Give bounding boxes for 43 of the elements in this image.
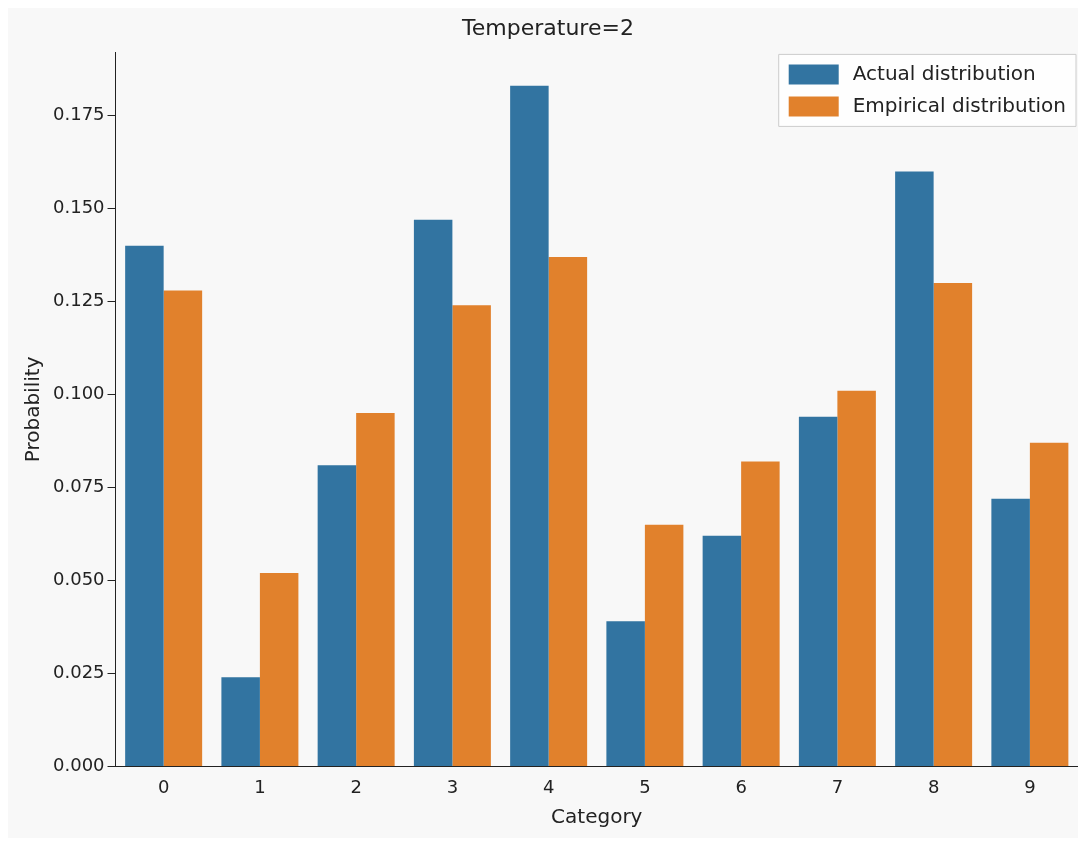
bar — [452, 305, 491, 766]
bar — [125, 245, 164, 766]
x-tick-label: 0 — [157, 775, 170, 797]
y-axis-title: Probability — [20, 356, 45, 463]
x-axis-title: Category — [551, 804, 643, 829]
x-tick-label: 1 — [254, 775, 266, 797]
bar — [1029, 442, 1069, 766]
x-tick-label: 5 — [639, 775, 651, 797]
bar — [317, 465, 357, 766]
bar — [644, 524, 684, 766]
x-tick-label: 6 — [735, 775, 747, 797]
bar — [606, 621, 645, 766]
bar — [356, 413, 395, 766]
y-tick-label: 0.025 — [53, 661, 105, 683]
bar — [510, 85, 549, 766]
bar — [702, 535, 742, 766]
x-tick-label: 4 — [542, 775, 555, 797]
x-tick-label: 8 — [927, 775, 940, 797]
bar — [895, 171, 934, 766]
y-tick-label: 0.075 — [53, 475, 105, 497]
x-tick-label: 7 — [831, 775, 844, 797]
bar — [933, 282, 973, 766]
chart-title: Temperature=2 — [461, 14, 634, 40]
bar — [413, 219, 453, 766]
bar — [163, 290, 203, 766]
x-tick-label: 2 — [350, 775, 362, 797]
y-tick-label: 0.050 — [53, 568, 105, 590]
legend-label: Empirical distribution — [852, 92, 1067, 117]
y-tick-label: 0.175 — [53, 103, 105, 125]
x-tick-label: 3 — [446, 775, 459, 797]
bar — [837, 390, 876, 766]
y-tick-label: 0.125 — [53, 289, 105, 311]
bar — [221, 677, 260, 766]
legend-label: Actual distribution — [852, 60, 1036, 85]
y-tick-label: 0.100 — [53, 382, 105, 404]
x-tick-label: 9 — [1024, 775, 1036, 797]
y-tick-label: 0.000 — [53, 754, 105, 776]
y-tick-label: 0.150 — [53, 196, 105, 218]
bar — [741, 461, 780, 766]
bar — [259, 573, 299, 766]
bar — [991, 498, 1030, 766]
bar — [798, 416, 838, 766]
bar — [548, 256, 588, 766]
